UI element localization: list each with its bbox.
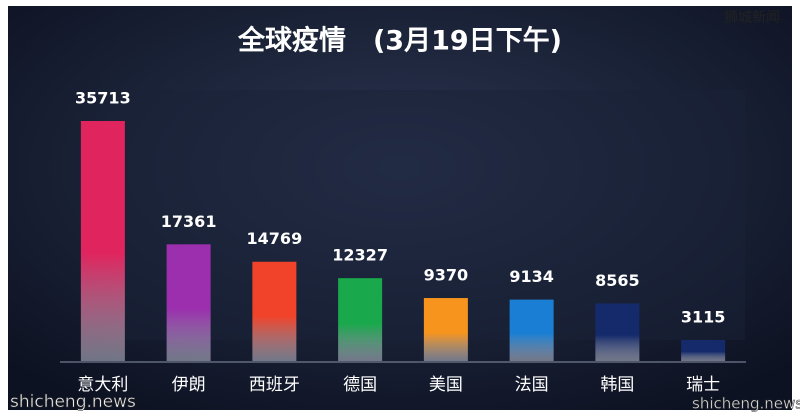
value-label: 3115 (681, 308, 726, 327)
value-label: 8565 (595, 271, 640, 290)
value-label: 35713 (75, 89, 131, 108)
bar (595, 303, 640, 361)
watermark: 狮城新闻 (724, 10, 780, 26)
value-label: 9134 (509, 267, 554, 286)
bar (166, 244, 211, 361)
x-tick-label: 法国 (515, 375, 549, 395)
bar (252, 261, 297, 361)
bar (80, 121, 125, 361)
chart-title: 全球疫情 (3月19日下午) (237, 25, 562, 57)
watermark: shicheng.news (692, 395, 800, 413)
bar (338, 278, 383, 361)
watermark: shicheng.news (10, 392, 136, 412)
value-label: 9370 (424, 266, 469, 285)
x-tick-label: 西班牙 (249, 375, 300, 395)
x-tick-label: 意大利 (77, 375, 128, 395)
value-label: 14769 (247, 229, 303, 248)
bar (681, 340, 726, 361)
x-tick-label: 瑞士 (686, 375, 720, 395)
x-tick-label: 美国 (429, 375, 463, 395)
bar (509, 299, 554, 361)
x-tick-label: 德国 (343, 375, 377, 395)
value-label: 17361 (161, 212, 217, 231)
value-label: 12327 (332, 246, 388, 265)
x-tick-label: 韩国 (600, 375, 634, 395)
x-tick-label: 伊朗 (172, 375, 206, 395)
bar (423, 298, 468, 361)
